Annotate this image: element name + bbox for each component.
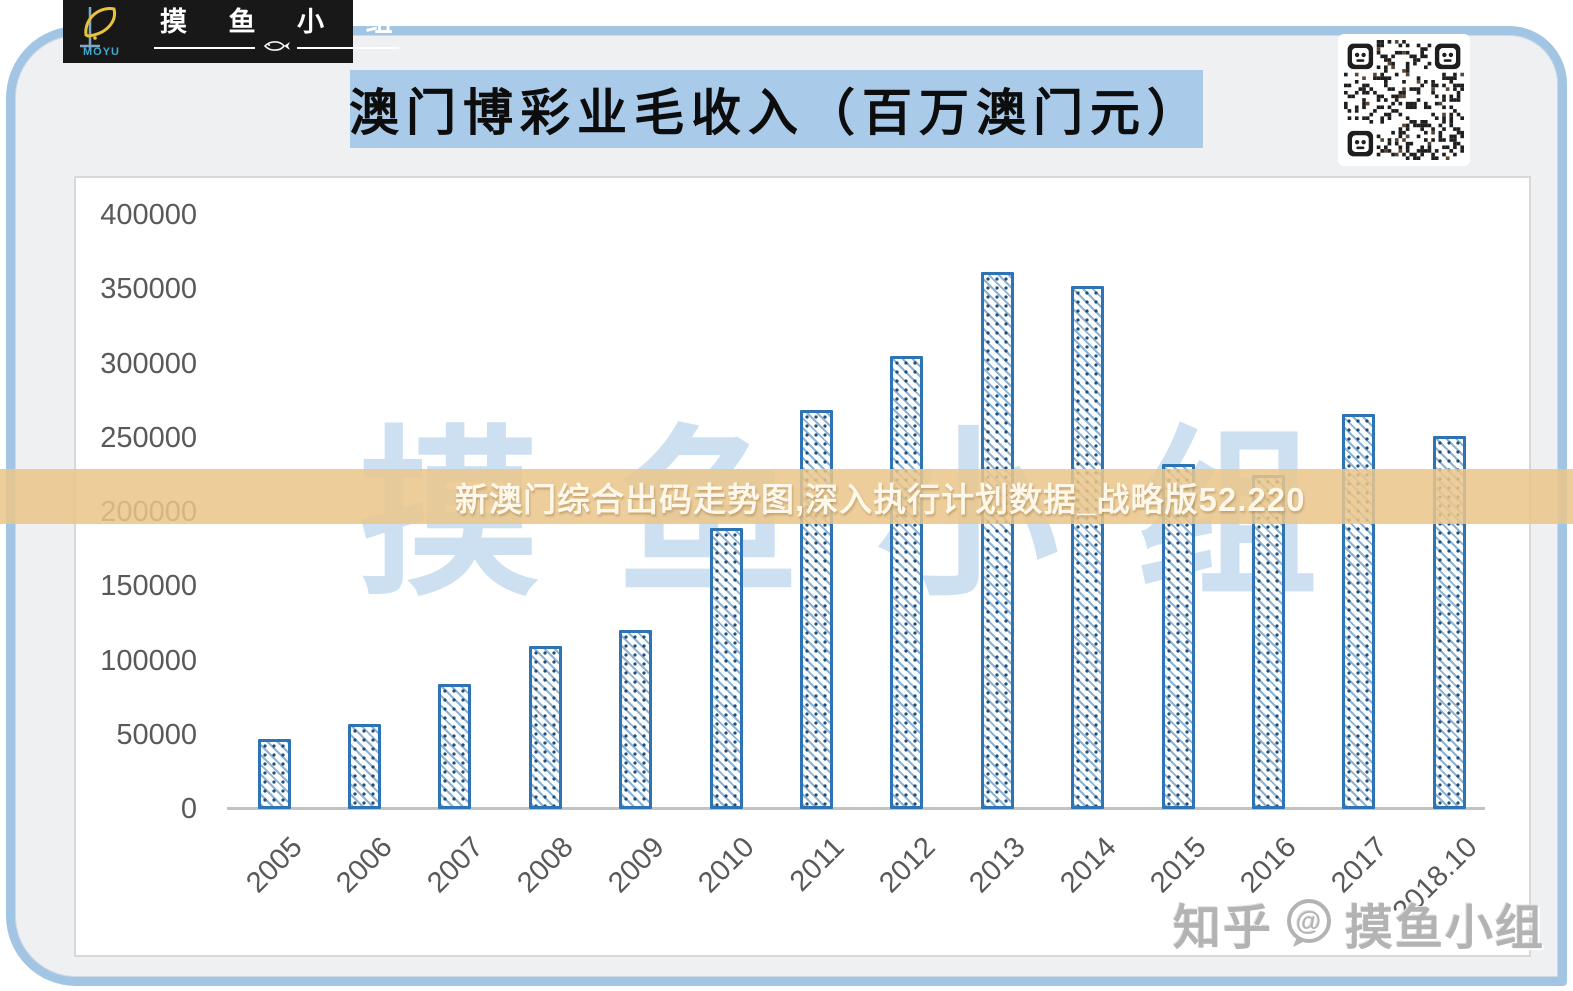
bar-2006 [347,724,381,809]
y-tick-label: 350000 [100,273,197,306]
x-tick-label: 2005 [240,831,309,900]
y-tick-label: 250000 [100,421,197,454]
qr-code [1338,34,1470,166]
x-tick-label: 2014 [1053,831,1123,900]
bar-2010 [709,528,743,809]
moyu-fish-icon: MOYU [71,4,133,59]
x-tick-label: 2007 [421,831,490,900]
zhihu-bubble-icon: @ [1286,899,1331,947]
chart-title-bar: 澳门博彩业毛收入（百万澳门元） [349,70,1204,148]
x-axis-baseline [227,807,1485,810]
x-tick-label: 2015 [1144,831,1213,900]
bar-2014 [1071,286,1105,809]
y-tick-label: 100000 [100,644,197,677]
x-tick-label: 2013 [963,831,1032,900]
x-tick-label: 2017 [1325,831,1394,900]
y-tick-label: 400000 [100,199,197,231]
chart-panel: 摸鱼小组 05000010000015000020000025000030000… [74,176,1531,957]
y-tick-label: 300000 [100,347,197,380]
y-tick-label: 50000 [116,718,197,751]
x-tick-label: 2016 [1234,831,1304,900]
x-tick-label: 2008 [511,831,580,900]
page-title: 澳门博彩业毛收入（百万澳门元） [349,85,1204,141]
bar-2008 [528,646,562,809]
x-tick-label: 2012 [873,831,942,900]
watermark-name: 摸鱼小组 [1344,902,1545,955]
logo-group-name: 摸 鱼 小 组 [160,6,410,37]
x-tick-label: 2010 [692,831,761,900]
x-tick-label: 2006 [330,831,400,900]
moyu-logo-box: MOYU 摸 鱼 小 组 [63,0,399,63]
bar-2013 [980,272,1014,809]
x-tick-label: 2018.10 [1387,831,1484,928]
bar-2016 [1251,475,1285,809]
svg-text:@: @ [1295,906,1322,936]
fish-icon [255,39,297,57]
watermark-site: 知乎 [1172,902,1273,955]
bar-2012 [890,356,924,809]
bar-2007 [438,684,472,809]
y-tick-label: 150000 [100,570,197,603]
y-tick-label: 0 [180,793,197,825]
bar-2005 [257,739,291,809]
moyu-brand-text: MOYU [83,46,120,58]
bottom-watermark: 知乎 @ 摸鱼小组 [1173,888,1545,958]
overlay-ad-banner: 新澳门综合出码走势图,深入执行计划数据_战略版52.220 [0,469,1573,524]
logo-divider [153,39,399,57]
bar-2009 [619,630,653,809]
x-tick-label: 2011 [784,831,852,898]
x-tick-label: 2009 [601,831,671,900]
overlay-ad-text: 新澳门综合出码走势图,深入执行计划数据_战略版52.220 [455,480,1306,518]
